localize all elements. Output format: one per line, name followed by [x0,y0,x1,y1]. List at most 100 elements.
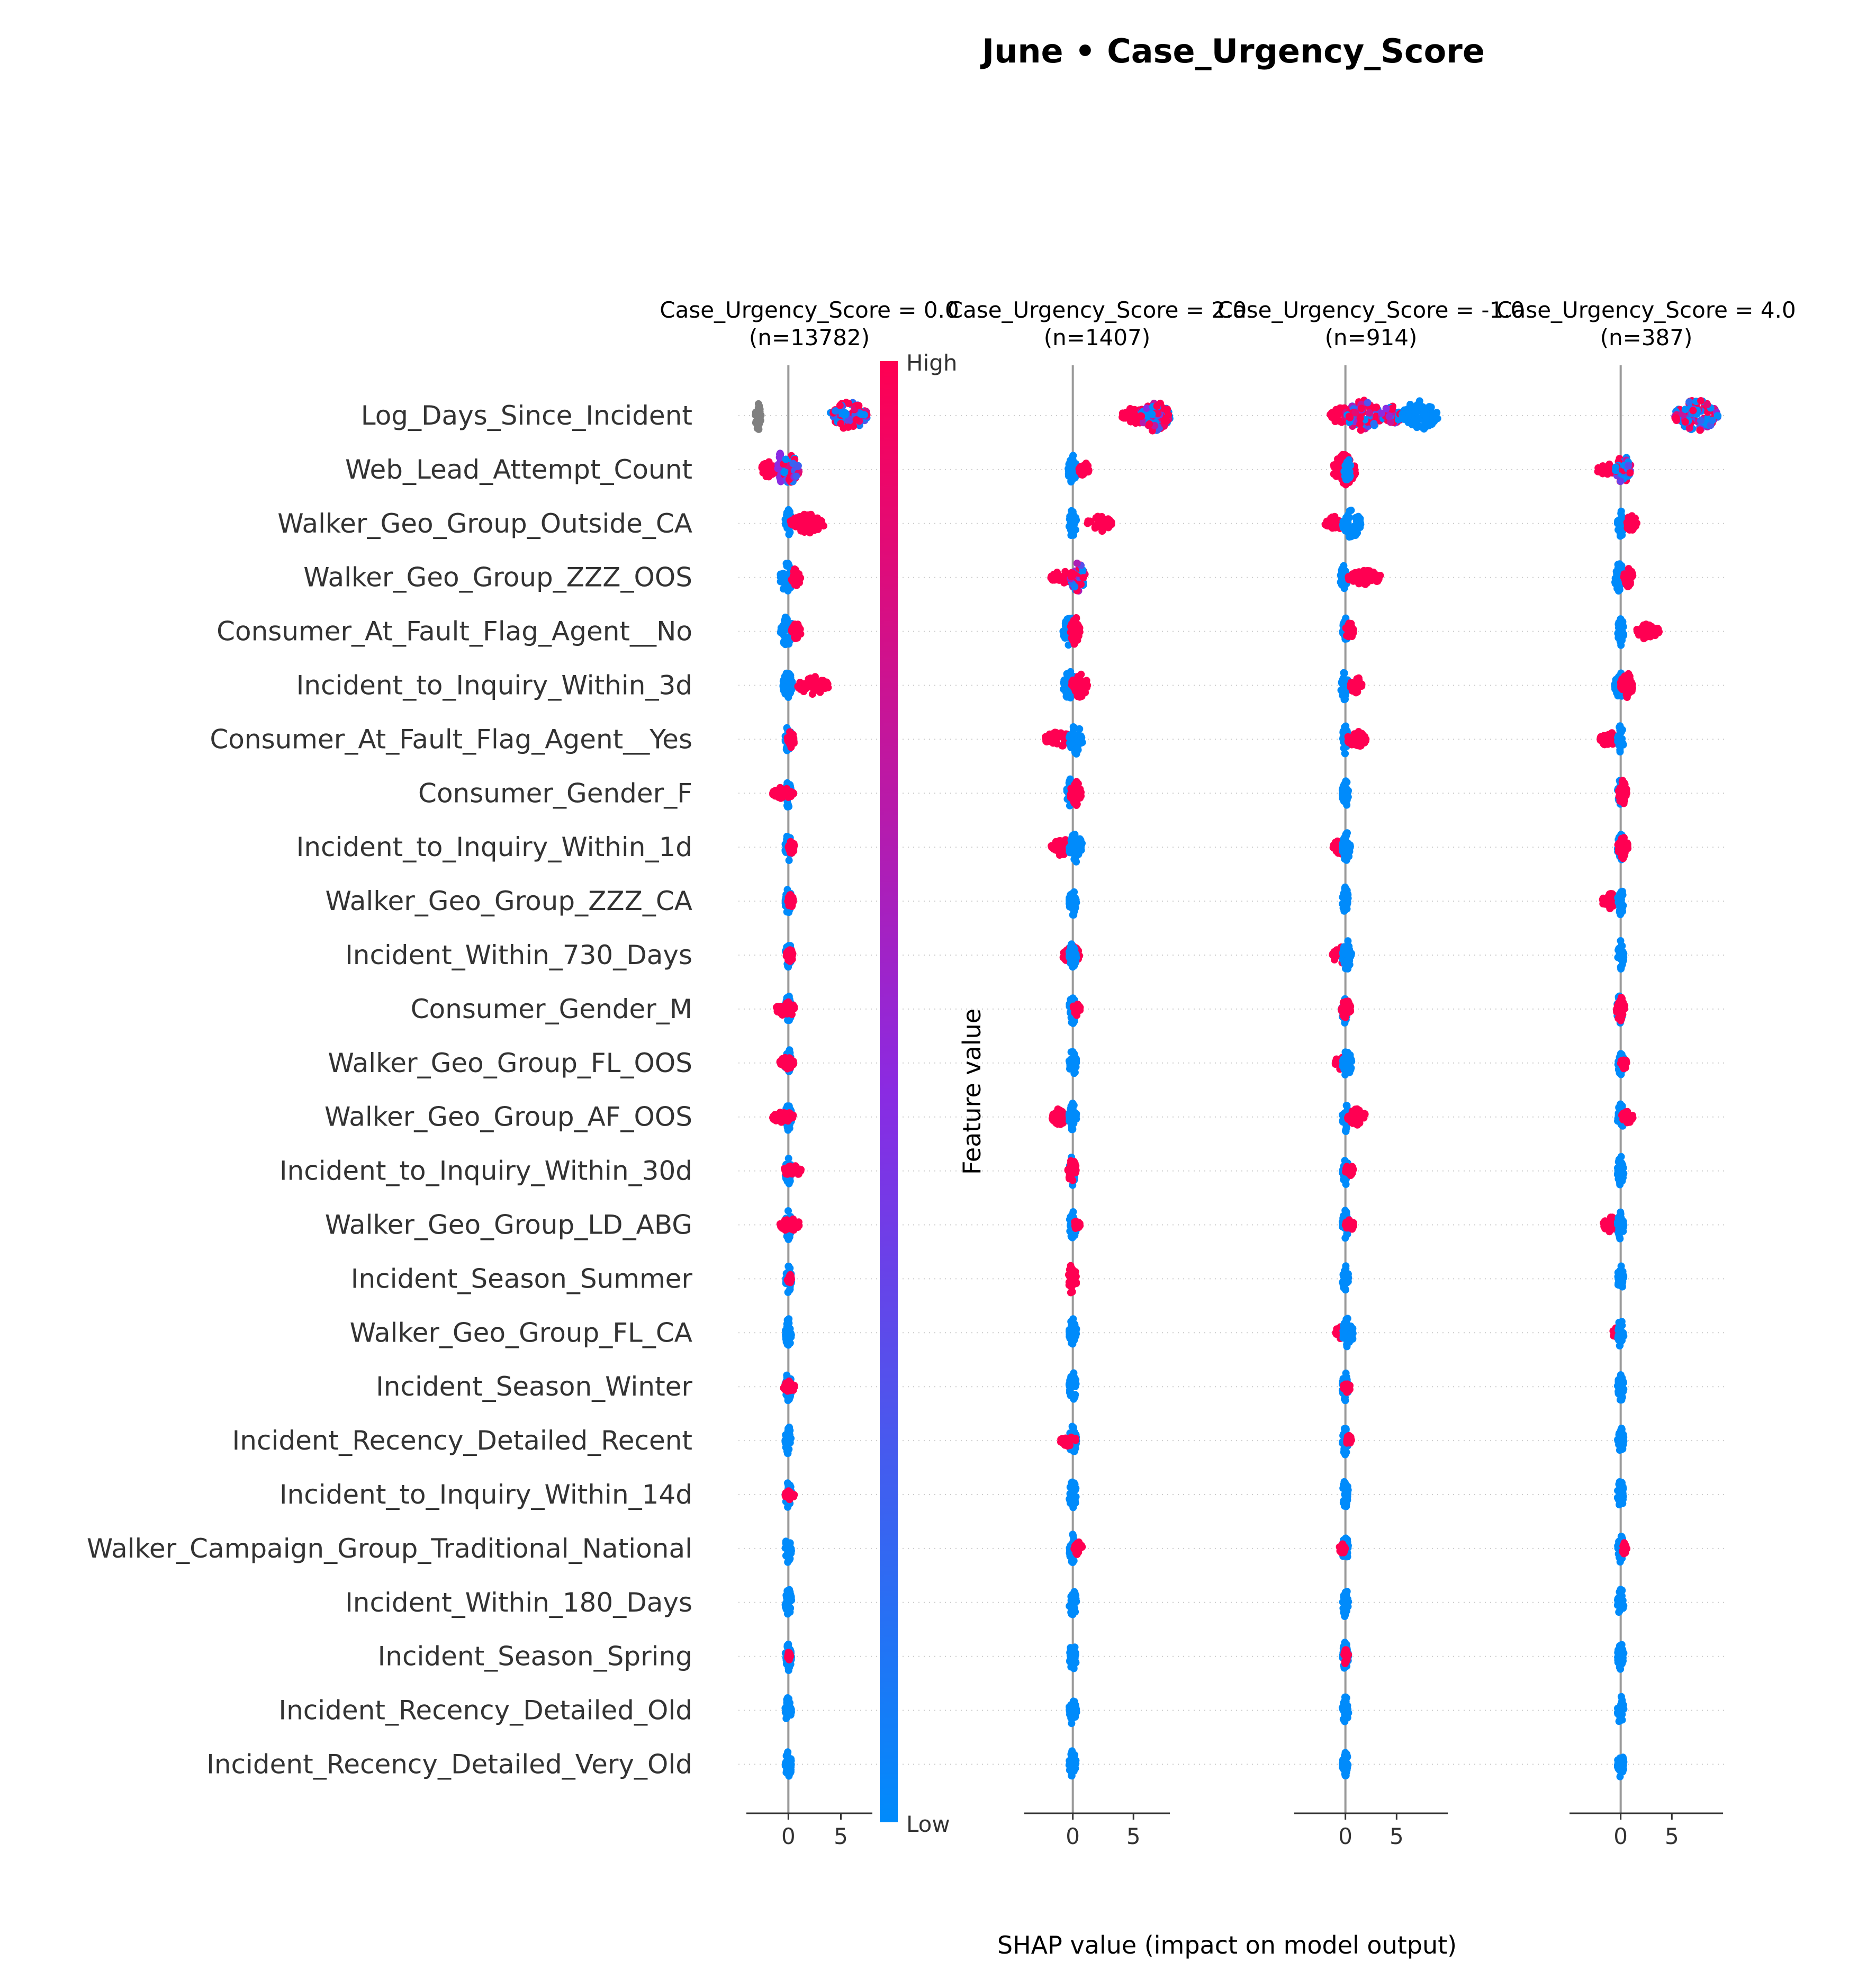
shap-point [1342,461,1350,469]
shap-point [784,1664,792,1672]
shap-point [817,517,825,525]
shap-point [1356,1119,1364,1127]
shap-point [1070,1607,1078,1615]
shap-point [841,411,849,419]
shap-point [1056,576,1063,584]
shap-point [1068,1771,1076,1779]
shap-point [1076,793,1084,801]
shap-point [1067,532,1075,539]
shap-point [1344,1338,1352,1346]
shap-point [1327,411,1335,419]
shap-point [1346,631,1354,638]
shap-point [1068,1645,1076,1653]
shap-point [1345,1274,1352,1282]
feature-label: Incident_Within_730_Days [345,940,692,970]
shap-point [1342,1483,1350,1490]
shap-point [1071,856,1079,863]
shap-point [1062,689,1070,696]
shap-point [1346,842,1354,850]
shap-point [771,788,779,796]
shap-point [782,1379,790,1387]
shap-point [1068,1063,1076,1071]
shap-point [785,1048,793,1056]
shap-point [1077,732,1085,740]
shap-point [784,1748,792,1756]
shap-point [1065,1278,1073,1286]
feature-label: Incident_to_Inquiry_Within_30d [279,1156,692,1186]
feature-label: Incident_Season_Winter [376,1371,692,1402]
shap-point [1066,1759,1074,1766]
shap-point [1362,735,1370,743]
shap-point [1067,1289,1075,1297]
x-tick-label: 5 [834,1823,848,1849]
shap-point [836,402,844,409]
points [1594,397,1722,1780]
shap-point [1339,1063,1347,1070]
shap-point [1071,1493,1079,1501]
feature-label: Incident_Recency_Detailed_Old [278,1695,692,1726]
shap-point [783,802,791,809]
feature-label: Incident_Season_Summer [351,1263,693,1294]
shap-point [1341,1659,1349,1667]
shap-point [1341,1286,1349,1294]
shap-point [1338,1704,1346,1712]
shap-point [753,409,761,417]
shap-point [1054,733,1062,741]
shap-point [1070,902,1078,910]
x-tick-label: 5 [1126,1823,1141,1849]
feature-label: Log_Days_Since_Incident [361,400,692,431]
feature-label: Walker_Geo_Group_ZZZ_OOS [303,562,692,593]
panel-n-label: (n=914) [1325,325,1418,350]
shap-point [1703,401,1711,409]
shap-point [1132,419,1140,427]
shap-point [1337,571,1345,579]
shap-point [815,687,823,695]
shap-point [1070,617,1078,625]
shap-point [1069,1100,1077,1107]
shap-point [773,1008,781,1015]
shap-point [785,1278,793,1285]
feature-label: Incident_Season_Spring [378,1641,692,1672]
shap-point [1083,680,1090,688]
shap-point [1069,1532,1077,1540]
shap-point [1345,960,1353,968]
shap-point [760,461,768,469]
shap-point [786,1285,794,1293]
shap-point [753,425,761,433]
shap-point [1364,568,1372,575]
shap-point [832,407,840,415]
shap-point [790,568,798,575]
shap-point [1689,407,1697,415]
shap-point [789,1111,797,1119]
shap-point [1337,452,1345,460]
shap-point [844,423,852,431]
feature-label: Consumer_At_Fault_Flag_Agent__Yes [210,724,692,754]
shap-point [784,1126,792,1134]
shap-point [1067,1392,1075,1400]
shap-point [781,1760,789,1768]
feature-label: Incident_to_Inquiry_Within_1d [296,832,692,862]
shap-point [1345,624,1353,632]
feature-label: Consumer_Gender_M [411,994,692,1024]
shap-point [780,638,788,646]
shap-point [1067,740,1075,748]
shap-point [787,1547,795,1555]
shap-point [819,677,827,685]
shap-point [783,791,791,799]
shap-point [1077,670,1085,678]
shap-point [783,1712,791,1720]
shap-point [780,469,788,476]
shap-point [1342,1102,1350,1110]
shap-point [1340,1384,1348,1392]
shap-point [1347,951,1355,959]
shap-point [1336,406,1343,414]
shap-point [1672,415,1680,422]
feature-label: Web_Lead_Attempt_Count [345,454,692,485]
shap-point [1069,452,1077,460]
shap-point [1146,420,1153,428]
shap-point [1378,409,1385,417]
shap-point [1048,572,1056,580]
shap-point [1351,527,1359,535]
shap-point [1411,408,1419,416]
